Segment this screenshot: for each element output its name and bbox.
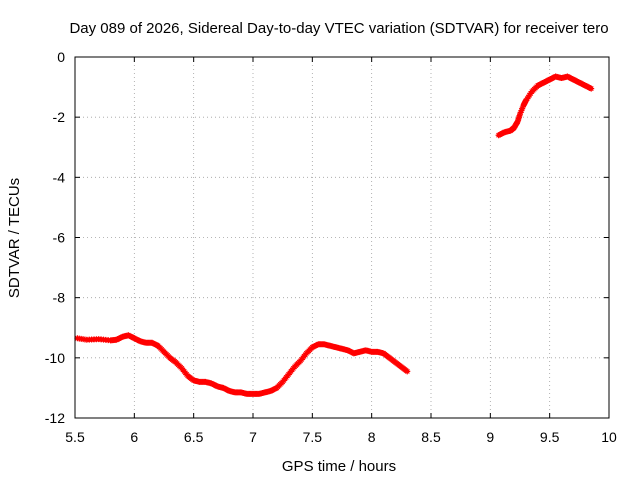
- plot-frame: [74, 56, 610, 419]
- data-point: [519, 105, 526, 112]
- x-tick-label: 6: [130, 429, 138, 445]
- y-tick-label: 0: [57, 49, 65, 65]
- data-point: [517, 109, 524, 116]
- x-tick-label: 7: [249, 429, 257, 445]
- data-point: [518, 107, 525, 114]
- data-point: [517, 111, 523, 118]
- y-tick-label: -12: [45, 410, 65, 426]
- data-point: [519, 103, 526, 110]
- y-tick-label: -2: [53, 109, 66, 125]
- data-points: [74, 73, 595, 397]
- y-axis-ticks: -12 -10 -8 -6 -4 -2 0: [45, 49, 609, 426]
- x-tick-label: 10: [601, 429, 617, 445]
- x-tick-label: 8.5: [421, 429, 441, 445]
- x-tick-label: 9: [486, 429, 494, 445]
- chart-title: Day 089 of 2026, Sidereal Day-to-day VTE…: [69, 20, 608, 37]
- y-axis-label: SDTVAR / TECUs: [6, 178, 23, 298]
- x-tick-label: 6.5: [184, 429, 204, 445]
- x-tick-label: 5.5: [65, 429, 85, 445]
- y-tick-label: -6: [53, 230, 66, 246]
- y-tick-label: -4: [53, 169, 66, 185]
- x-tick-label: 9.5: [540, 429, 560, 445]
- y-tick-label: -10: [45, 350, 65, 366]
- x-tick-label: 8: [368, 429, 376, 445]
- data-point: [588, 85, 595, 92]
- x-tick-label: 7.5: [303, 429, 323, 445]
- data-point: [404, 368, 411, 375]
- x-axis-label: GPS time / hours: [282, 458, 396, 475]
- y-tick-label: -8: [53, 290, 66, 306]
